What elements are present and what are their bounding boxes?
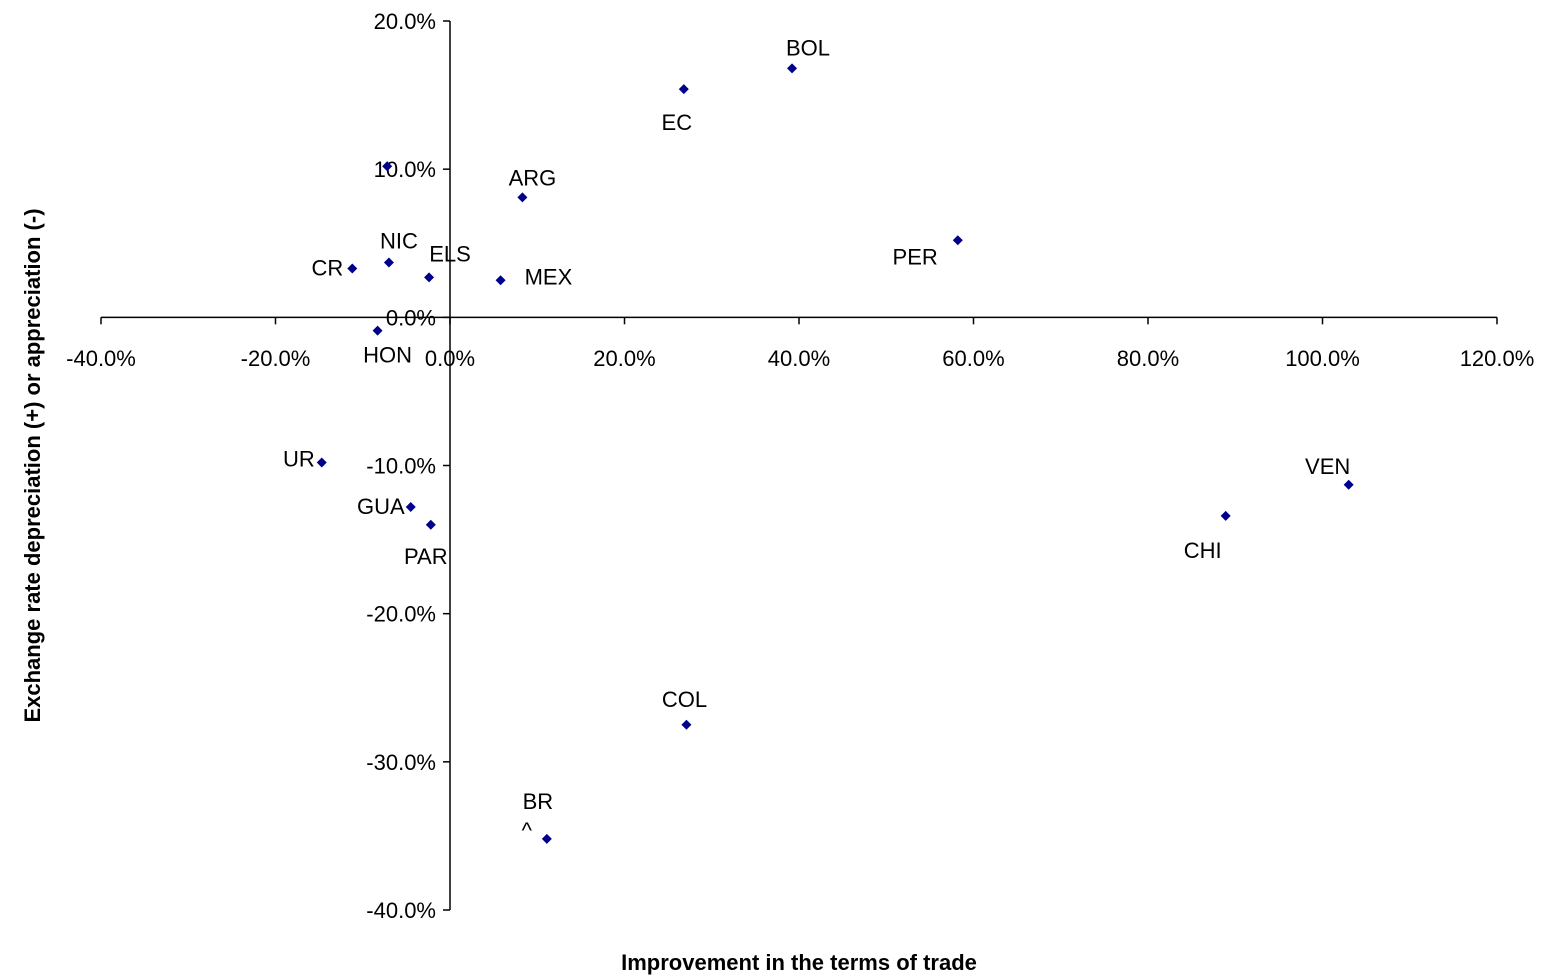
point-label-chi: CHI xyxy=(1184,538,1222,563)
point-label-mex: MEX xyxy=(525,264,573,289)
data-point-ur xyxy=(316,457,327,468)
x-tick-label: 0.0% xyxy=(425,346,475,371)
data-point-par xyxy=(425,519,436,530)
y-tick-label: 0.0% xyxy=(386,305,436,330)
data-point-bol xyxy=(787,63,798,74)
data-point-ven xyxy=(1343,479,1354,490)
data-point-col xyxy=(681,719,692,730)
point-label-bol: BOL xyxy=(786,35,830,60)
x-tick-label: 20.0% xyxy=(593,346,655,371)
point-label-hon: HON xyxy=(363,343,412,368)
data-point-els xyxy=(424,272,435,283)
point-labels: BOL EC ARG PER CR NIC ELS MEX HON UR GUA PAR VEN CHI C… xyxy=(283,35,1350,843)
point-label-col: COL xyxy=(662,687,707,712)
data-point-chi xyxy=(1220,510,1231,521)
data-point-arg xyxy=(517,192,528,203)
x-tick-label: 120.0% xyxy=(1460,346,1535,371)
point-label-els: ELS xyxy=(429,241,471,266)
data-point xyxy=(382,161,393,172)
point-label-br: BR xyxy=(523,789,554,814)
y-tick-label: -40.0% xyxy=(366,898,436,923)
data-point-cr xyxy=(347,263,358,274)
data-point-mex xyxy=(495,275,506,286)
x-tick-label: 100.0% xyxy=(1285,346,1360,371)
point-label-cr: CR xyxy=(311,255,343,280)
data-point-br xyxy=(541,833,552,844)
point-label-ec: EC xyxy=(662,110,693,135)
y-tick-label: -20.0% xyxy=(366,602,436,627)
point-label-nic: NIC xyxy=(380,229,418,254)
x-tick-label: 40.0% xyxy=(768,346,830,371)
point-label-arg: ARG xyxy=(509,165,557,190)
x-axis-title: Improvement in the terms of trade xyxy=(621,950,977,975)
data-point-per xyxy=(952,235,963,246)
x-tick-label: 60.0% xyxy=(942,346,1004,371)
y-tick-label: -30.0% xyxy=(366,750,436,775)
y-tick-label: 10.0% xyxy=(374,157,436,182)
x-ticks: -40.0% -20.0% 0.0% 20.0% 40.0% 60.0% 80.0% 100.… xyxy=(66,317,1534,371)
y-axis-title: Exchange rate depreciation (+) or apprec… xyxy=(20,208,45,722)
data-point-nic xyxy=(383,257,394,268)
x-tick-label: 80.0% xyxy=(1117,346,1179,371)
data-points xyxy=(316,63,1354,844)
y-tick-label: 20.0% xyxy=(374,9,436,34)
annotation-text: ^ xyxy=(522,818,533,843)
data-point-hon xyxy=(372,325,383,336)
point-label-ur: UR xyxy=(283,447,315,472)
data-point-gua xyxy=(405,501,416,512)
point-label-per: PER xyxy=(893,244,938,269)
point-label-par: PAR xyxy=(404,544,448,569)
x-tick-label: -40.0% xyxy=(66,346,136,371)
y-ticks: 20.0% 10.0% 0.0% -10.0% -20.0% -30.0% -40.0% xyxy=(366,9,450,923)
x-tick-label: -20.0% xyxy=(241,346,311,371)
point-label-gua: GUA xyxy=(357,494,405,519)
point-label-ven: VEN xyxy=(1305,454,1350,479)
data-point-ec xyxy=(678,84,689,95)
y-tick-label: -10.0% xyxy=(366,454,436,479)
